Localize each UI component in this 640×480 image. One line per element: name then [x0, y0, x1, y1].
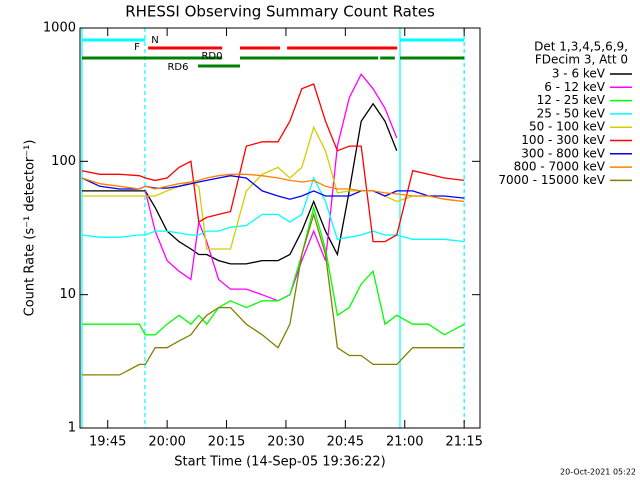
x-tick-label: 20:00	[148, 435, 185, 450]
series-line	[82, 205, 465, 336]
legend-label: 800 - 7000 keV	[514, 160, 606, 174]
timestamp: 20-Oct-2021 05:22	[560, 468, 636, 477]
series-line	[81, 176, 465, 243]
legend-header: FDecim 3, Att 0	[535, 53, 628, 67]
series-line	[81, 173, 465, 203]
series-line	[144, 73, 398, 302]
y-axis-label: Count Rate (s⁻¹ detector⁻¹)	[23, 140, 38, 317]
plot-frame	[79, 27, 481, 429]
legend-label: 300 - 800 keV	[521, 146, 605, 160]
flag-label: RD6	[167, 62, 188, 73]
plot-lines	[81, 73, 465, 376]
x-axis-label: Start Time (14-Sep-05 19:36:22)	[174, 455, 385, 470]
x-tick-label: 19:45	[89, 435, 126, 450]
legend-label: 6 - 12 keV	[544, 80, 606, 94]
x-tick-label: 20:15	[208, 435, 245, 450]
legend-label: 12 - 25 keV	[537, 93, 606, 107]
flag-label: RD0	[201, 51, 222, 62]
y-tick-label: 1	[68, 421, 76, 436]
y-tick-label: 100	[51, 154, 76, 169]
series-line	[82, 212, 465, 376]
y-tick-label: 10	[59, 287, 76, 302]
series-line	[81, 175, 465, 200]
x-tick-label: 21:15	[445, 435, 482, 450]
legend-label: 100 - 300 keV	[521, 133, 605, 147]
legend-label: 3 - 6 keV	[552, 67, 606, 81]
y-tick-label: 1000	[43, 21, 76, 36]
x-tick-label: 21:00	[386, 435, 423, 450]
series-line	[82, 102, 398, 265]
flag-label: N	[151, 35, 158, 46]
legend-label: 7000 - 15000 keV	[498, 173, 605, 187]
legend-label: 25 - 50 keV	[537, 106, 606, 120]
legend-label: 50 - 100 keV	[529, 120, 606, 134]
chart-title: RHESSI Observing Summary Count Rates	[125, 3, 435, 21]
legend-header: Det 1,3,4,5,6,9,	[534, 40, 628, 54]
x-tick-label: 20:30	[267, 435, 304, 450]
series-line	[82, 125, 465, 250]
x-tick-label: 20:45	[327, 435, 364, 450]
series-line	[81, 83, 465, 243]
flag-label: F	[134, 42, 140, 53]
